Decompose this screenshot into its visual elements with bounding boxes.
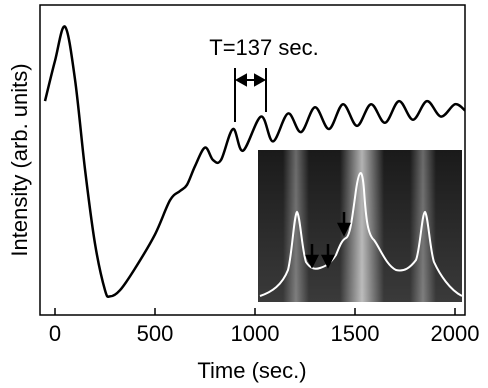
annotation: T=137 sec. — [209, 35, 318, 60]
x-tick-label: 1500 — [331, 321, 380, 346]
y-axis-label: Intensity (arb. units) — [7, 63, 32, 256]
page: {"chart_data": {"type": "line", "x_label… — [0, 0, 488, 388]
inset-streak — [283, 150, 309, 302]
inset-streak — [410, 150, 436, 302]
x-axis-label: Time (sec.) — [197, 358, 306, 383]
inset-image — [258, 150, 462, 302]
x-tick-label: 1000 — [231, 321, 280, 346]
x-tick-label: 500 — [137, 321, 174, 346]
period-bracket — [235, 68, 266, 122]
x-tick-label: 2000 — [431, 321, 480, 346]
chart: T=137 sec. Time (sec.) Intensity (arb. u… — [0, 0, 488, 388]
x-tick-label: 0 — [49, 321, 61, 346]
